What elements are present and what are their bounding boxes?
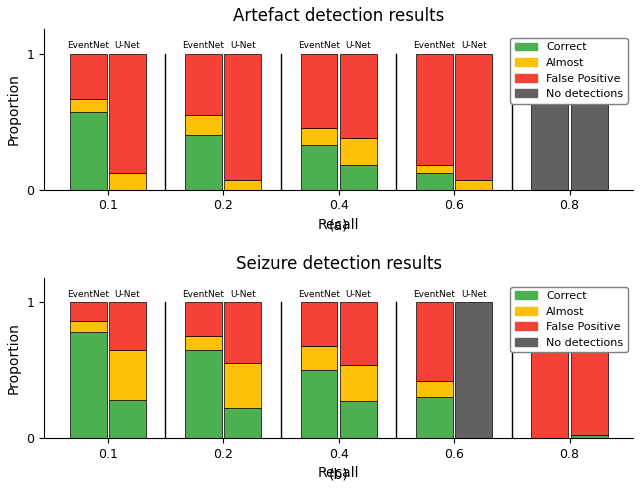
Bar [185,135,222,190]
Text: U-Net: U-Net [115,41,140,50]
Bar [185,350,222,438]
Title: Artefact detection results: Artefact detection results [233,7,444,25]
Bar [301,302,337,346]
Bar [70,54,107,98]
Bar [185,302,222,336]
Bar [185,115,222,135]
Bar [416,381,453,397]
Bar [301,346,337,370]
Bar [531,302,568,438]
Bar [340,138,377,165]
Bar [340,401,377,438]
Text: U-Net: U-Net [576,41,602,50]
Text: EventNet: EventNet [529,290,571,299]
Bar [531,54,568,190]
Bar [301,145,337,190]
Bar [109,350,146,400]
Text: U-Net: U-Net [230,41,256,50]
Text: EventNet: EventNet [67,41,109,50]
Bar [416,54,453,165]
Bar [571,54,607,190]
Text: (a): (a) [329,219,348,232]
X-axis label: Recall: Recall [318,466,360,481]
Bar [225,408,261,438]
Bar [340,302,377,365]
Bar [109,302,146,350]
Title: Seizure detection results: Seizure detection results [236,255,442,273]
Bar [455,302,492,438]
Text: EventNet: EventNet [182,41,225,50]
Text: U-Net: U-Net [346,290,371,299]
Text: EventNet: EventNet [413,290,456,299]
Bar [416,397,453,438]
Bar [185,54,222,115]
Bar [301,54,337,128]
Text: U-Net: U-Net [461,41,486,50]
Text: U-Net: U-Net [461,290,486,299]
Text: EventNet: EventNet [182,290,225,299]
Text: U-Net: U-Net [346,41,371,50]
Bar [109,54,146,173]
X-axis label: Recall: Recall [318,218,360,232]
Text: EventNet: EventNet [298,290,340,299]
Bar [455,54,492,180]
Bar [225,54,261,180]
Y-axis label: Proportion: Proportion [7,74,21,146]
Bar [455,180,492,190]
Text: U-Net: U-Net [230,290,256,299]
Text: EventNet: EventNet [298,41,340,50]
Bar [225,180,261,190]
Bar [416,165,453,173]
Text: U-Net: U-Net [115,290,140,299]
Bar [340,165,377,190]
Bar [571,302,607,436]
Text: EventNet: EventNet [529,41,571,50]
Text: U-Net: U-Net [576,290,602,299]
Bar [185,336,222,350]
Text: (b): (b) [329,467,349,481]
Bar [301,128,337,145]
Bar [109,173,146,190]
Bar [109,400,146,438]
Text: EventNet: EventNet [413,41,456,50]
Bar [416,302,453,381]
Y-axis label: Proportion: Proportion [7,322,21,394]
Bar [70,332,107,438]
Bar [225,364,261,408]
Legend: Correct, Almost, False Positive, No detections: Correct, Almost, False Positive, No dete… [510,38,627,103]
Bar [70,321,107,332]
Bar [225,302,261,364]
Bar [571,436,607,438]
Bar [70,112,107,190]
Text: EventNet: EventNet [67,290,109,299]
Bar [340,54,377,138]
Bar [416,173,453,190]
Bar [70,98,107,112]
Legend: Correct, Almost, False Positive, No detections: Correct, Almost, False Positive, No dete… [510,287,627,352]
Bar [301,370,337,438]
Bar [340,365,377,401]
Bar [70,302,107,321]
